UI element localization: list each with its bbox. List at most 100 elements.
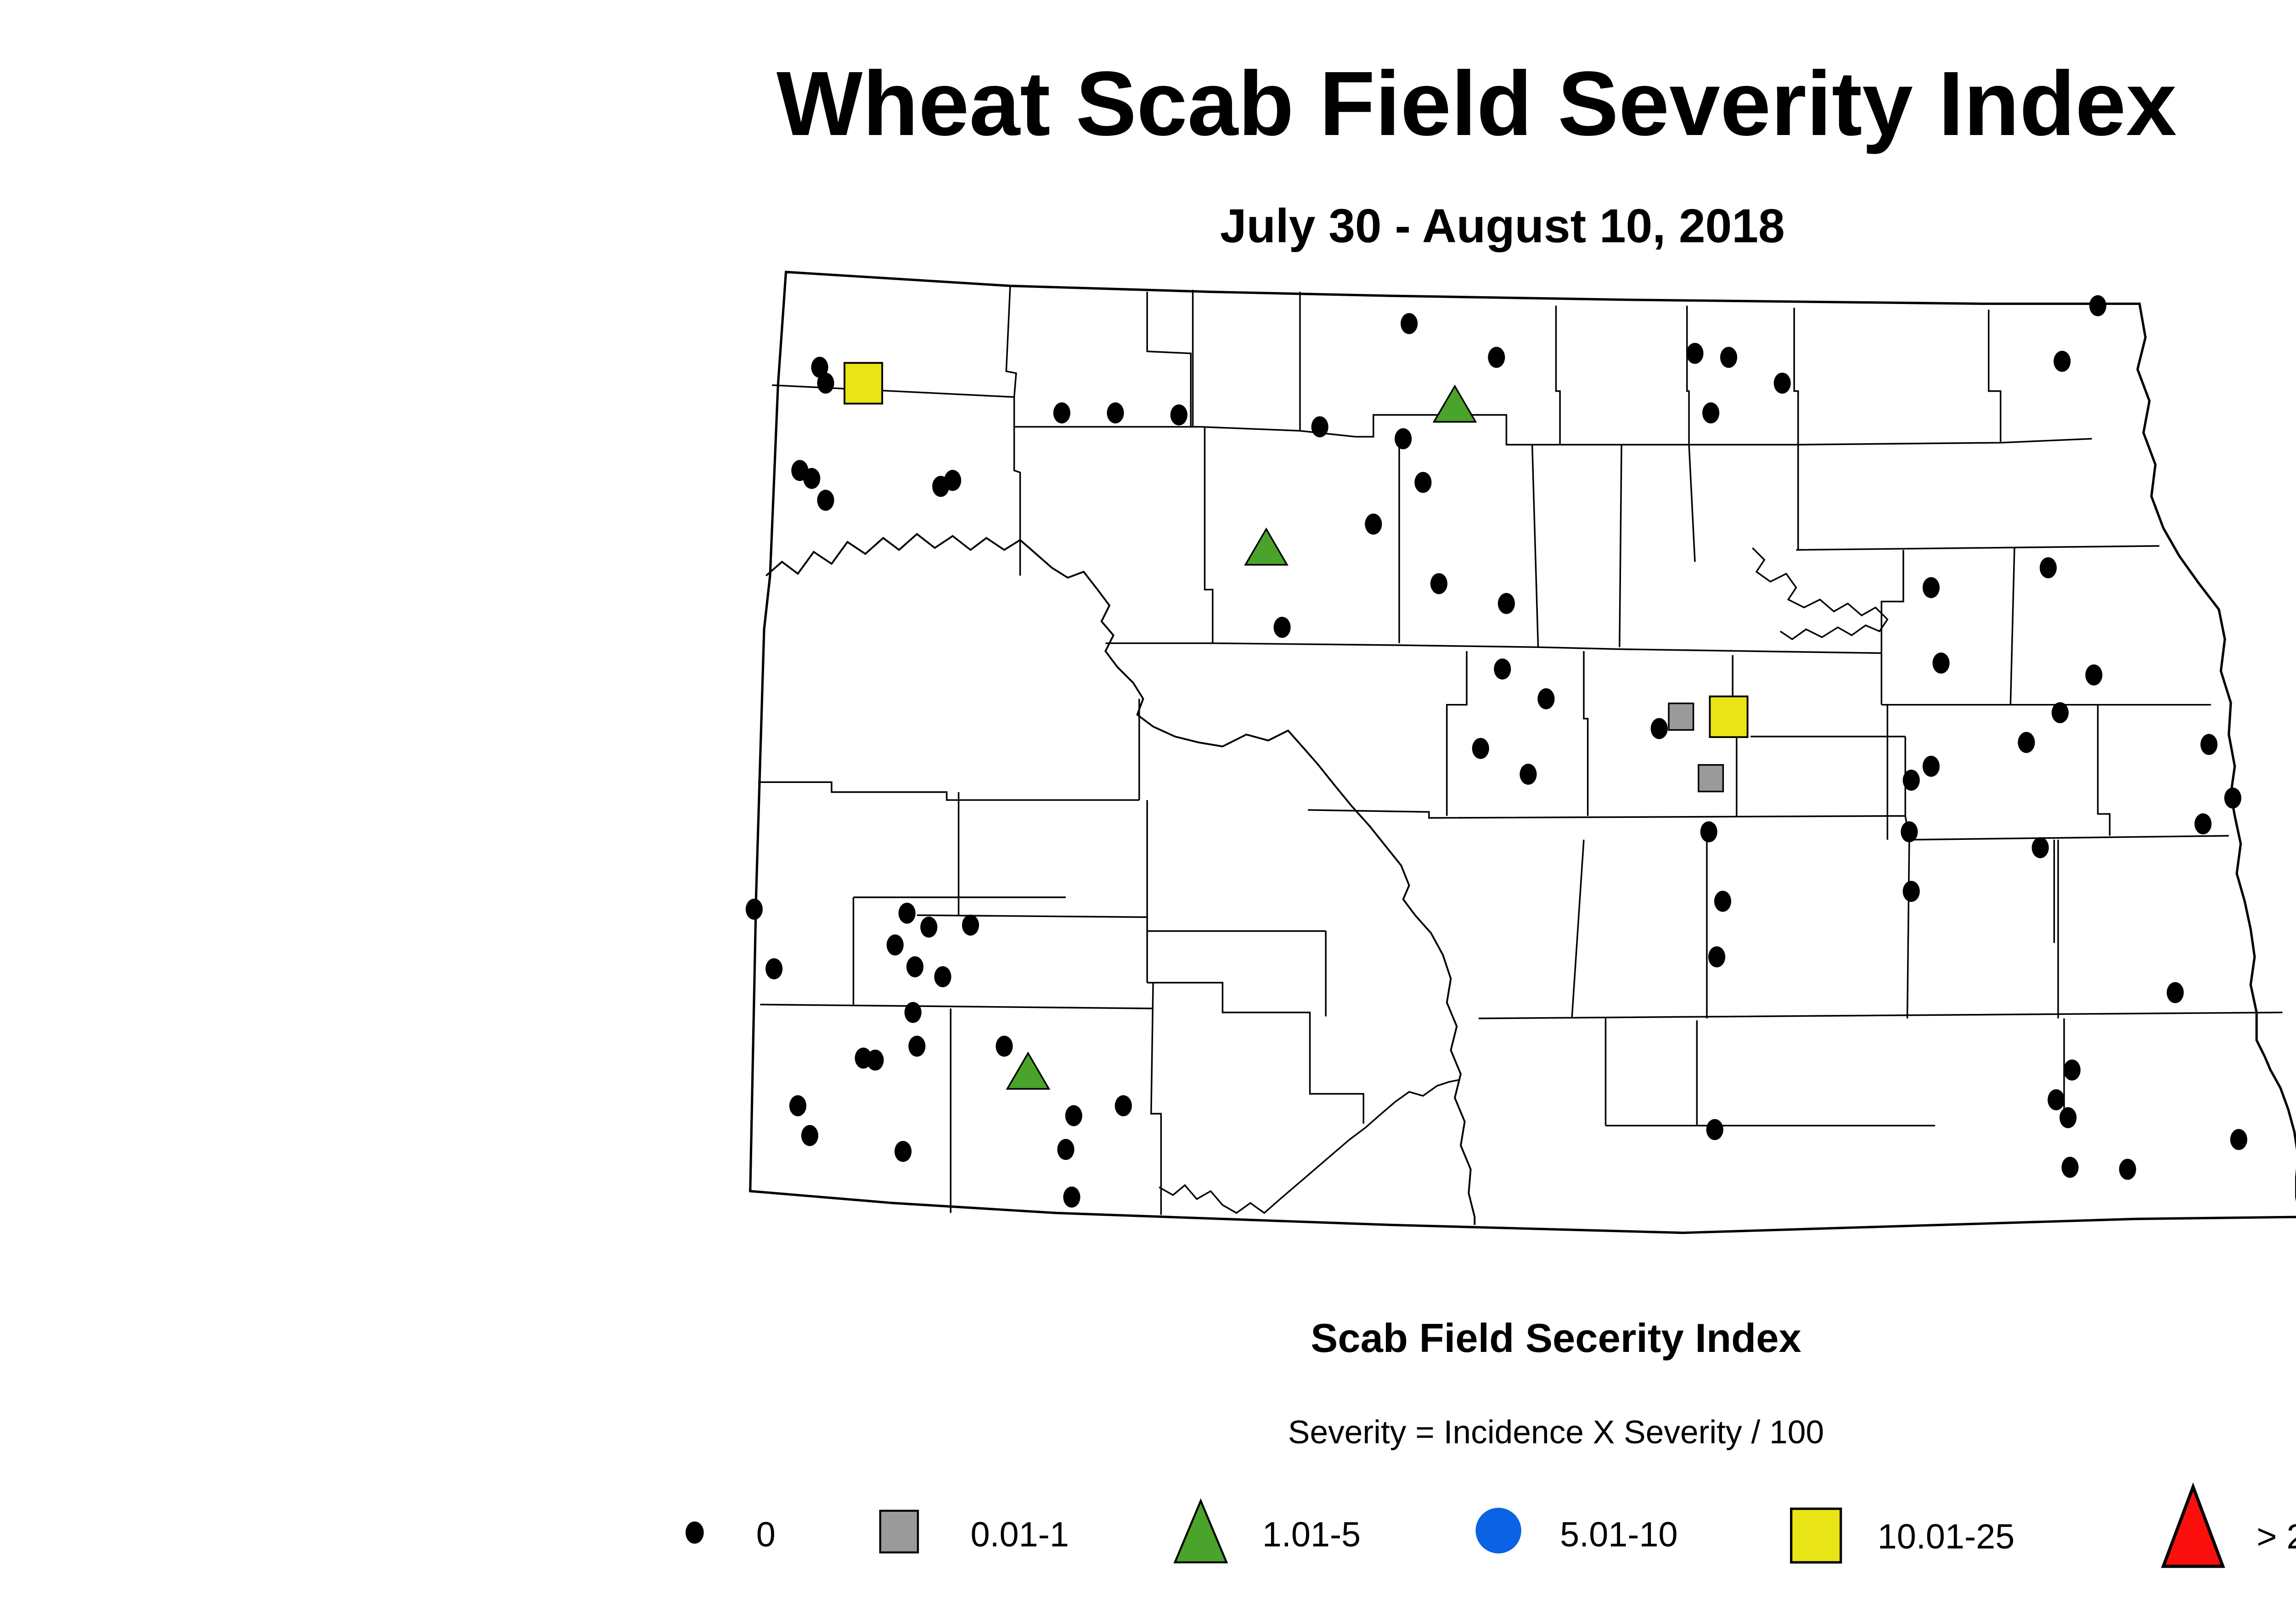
map-marker-black-dot (2051, 702, 2069, 723)
legend-label-3: 5.01-10 (1560, 1516, 1677, 1554)
map-marker-green-triangle (1432, 384, 1477, 423)
map-marker-black-dot (1902, 770, 1920, 791)
map-marker-black-dot (801, 1125, 818, 1146)
map-marker-green-triangle (1006, 1051, 1051, 1090)
map-marker-black-dot (1170, 404, 1187, 426)
map-marker-black-dot (1472, 737, 1489, 759)
map-marker-yellow-square (1709, 695, 1749, 738)
map-marker-black-dot (2230, 1129, 2247, 1150)
map-marker-black-dot (1063, 1186, 1080, 1208)
map-marker-black-dot (1114, 1095, 1132, 1116)
map-marker-black-dot (1922, 577, 1940, 598)
legend-black-dot-icon (685, 1521, 704, 1544)
devils-lake (1752, 547, 1889, 641)
map-marker-green-triangle (1244, 527, 1289, 566)
missouri-river (765, 533, 1476, 1225)
map-marker-black-dot (886, 934, 904, 956)
state-outline (749, 270, 2296, 1234)
map-marker-black-dot (1497, 593, 1515, 614)
map-marker-black-dot (867, 1049, 884, 1071)
county-borders (758, 286, 2283, 1215)
map-marker-black-dot (817, 490, 834, 511)
map-marker-black-dot (1720, 347, 1738, 368)
map-marker-black-dot (2089, 295, 2107, 316)
legend-item-501-10: 5.01-10 (1475, 1508, 1678, 1554)
legend: Scab Field Secerity Index Severity = Inc… (685, 1315, 2296, 1568)
legend-item-1001-25: 10.01-25 (1790, 1507, 2015, 1564)
map-marker-black-dot (898, 902, 916, 924)
map-marker-black-dot (2167, 982, 2184, 1003)
legend-red-triangle-icon (2161, 1482, 2225, 1568)
map-marker-gray-square (1668, 702, 1694, 731)
map-marker-black-dot (908, 1036, 926, 1057)
legend-label-4: 10.01-25 (1878, 1518, 2015, 1556)
legend-label-5: > 25 (2257, 1518, 2296, 1556)
map-markers (745, 295, 2247, 1208)
map-marker-black-dot (1273, 617, 1291, 638)
page-subtitle: July 30 - August 10, 2018 (1220, 199, 1785, 252)
map-marker-black-dot (2224, 787, 2241, 809)
map-marker-black-dot (1700, 821, 1717, 843)
map-marker-black-dot (811, 356, 828, 378)
map-marker-black-dot (789, 1095, 807, 1116)
map-marker-black-dot (1311, 416, 1328, 438)
map-marker-black-dot (1932, 652, 1950, 674)
legend-label-1: 0.01-1 (970, 1516, 1069, 1554)
map-marker-black-dot (2060, 1107, 2077, 1128)
legend-gray-square-icon (879, 1509, 919, 1554)
map-marker-black-dot (2061, 1157, 2079, 1178)
map-marker-black-dot (1065, 1105, 1082, 1126)
legend-item-0: 0 (685, 1516, 776, 1554)
map-marker-black-dot (1057, 1139, 1075, 1160)
map-marker-black-dot (1430, 573, 1448, 594)
map-marker-black-dot (1686, 343, 1704, 364)
map-marker-black-dot (934, 966, 951, 987)
map-marker-black-dot (1902, 881, 1920, 902)
map-marker-black-dot (1702, 402, 1720, 424)
map-marker-black-dot (1537, 688, 1555, 709)
map-marker-black-dot (944, 470, 962, 491)
legend-yellow-square-icon (1790, 1507, 1842, 1564)
map-marker-black-dot (906, 956, 924, 978)
legend-item-gt25: > 25 (2161, 1482, 2296, 1568)
map-marker-black-dot (2032, 837, 2049, 858)
legend-formula: Severity = Incidence X Severity / 100 (1288, 1414, 1824, 1451)
legend-item-001-1: 0.01-1 (879, 1509, 1069, 1554)
map-marker-black-dot (904, 1002, 922, 1023)
map-marker-gray-square (1698, 764, 1724, 793)
map-marker-black-dot (2039, 557, 2057, 579)
map-marker-black-dot (817, 372, 834, 394)
map-marker-black-dot (1650, 718, 1668, 739)
map-marker-black-dot (2119, 1159, 2136, 1180)
map-marker-black-dot (1488, 347, 1505, 368)
map-marker-black-dot (1706, 1119, 1723, 1140)
map-marker-black-dot (1494, 658, 1511, 680)
map-marker-yellow-square (844, 362, 884, 405)
map-marker-black-dot (1708, 946, 1726, 968)
legend-green-triangle-icon (1173, 1498, 1228, 1564)
map-marker-black-dot (1365, 513, 1382, 535)
map-marker-black-dot (1901, 821, 1918, 843)
legend-blue-circle-icon (1475, 1508, 1521, 1554)
map-marker-black-dot (894, 1141, 912, 1162)
map-marker-black-dot (1401, 313, 1418, 334)
map-marker-black-dot (1053, 402, 1070, 424)
map-marker-black-dot (2200, 734, 2218, 755)
map-marker-black-dot (1395, 428, 1412, 450)
map-marker-black-dot (1107, 402, 1124, 424)
cannonball-river (1159, 1079, 1459, 1214)
map-marker-black-dot (1519, 764, 1537, 785)
map-marker-black-dot (1714, 890, 1732, 912)
legend-item-101-5: 1.01-5 (1173, 1498, 1361, 1564)
map-marker-black-dot (1773, 372, 1791, 394)
legend-label-2: 1.01-5 (1262, 1516, 1361, 1554)
map-marker-black-dot (803, 467, 821, 489)
map-marker-black-dot (2048, 1089, 2065, 1110)
map-marker-black-dot (2194, 813, 2212, 834)
map-marker-black-dot (2063, 1059, 2081, 1081)
map-marker-black-dot (2054, 350, 2071, 372)
map-marker-black-dot (2018, 732, 2035, 753)
page-title: Wheat Scab Field Severity Index (777, 53, 2177, 155)
